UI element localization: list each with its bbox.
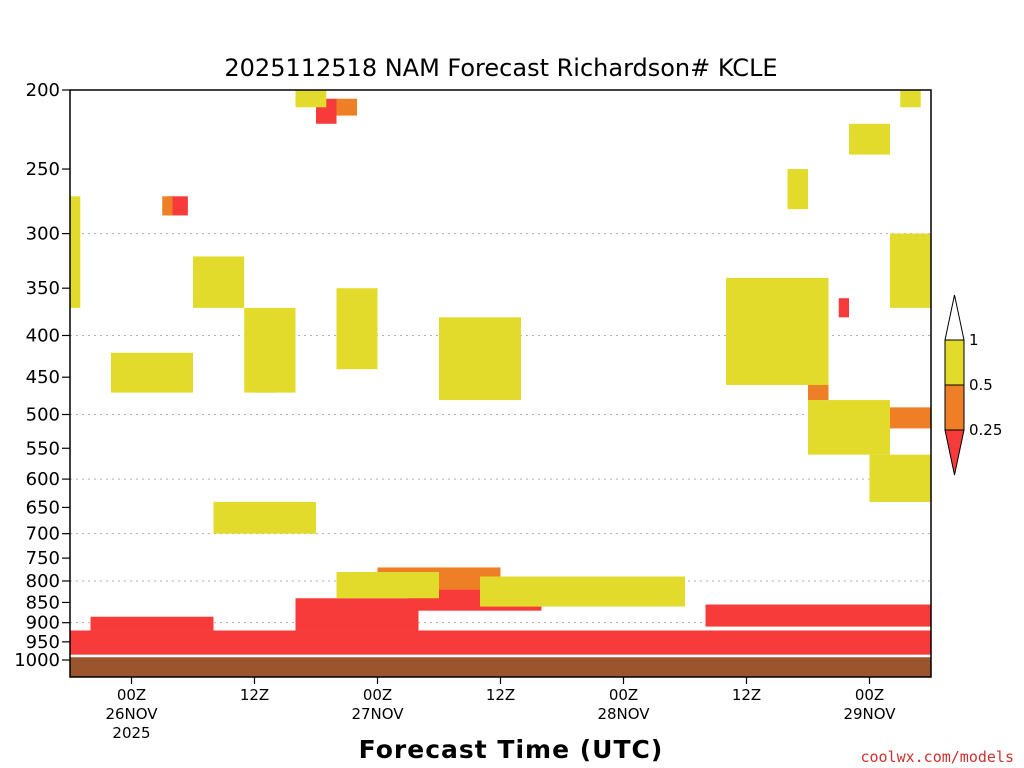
y-tick-label: 900 (26, 613, 60, 634)
x-tick-label: 29NOV (843, 705, 896, 723)
heat-cell (808, 400, 890, 455)
heat-cell (70, 630, 931, 655)
y-tick-label: 450 (26, 367, 60, 388)
heat-cell (480, 576, 685, 607)
heat-cell (726, 277, 829, 385)
chart-title: 2025112518 NAM Forecast Richardson# KCLE (224, 54, 777, 82)
y-tick-label: 1000 (14, 650, 60, 671)
heat-cell (213, 501, 316, 534)
heat-cell (808, 381, 829, 401)
y-tick-label: 300 (26, 224, 60, 245)
x-tick-label: 27NOV (351, 705, 404, 723)
heat-cell (838, 298, 849, 318)
colorbar-tick-label: 1 (969, 331, 979, 349)
heat-cell (244, 307, 296, 393)
colorbar-tick-label: 0.25 (969, 421, 1002, 439)
heat-cell (890, 407, 931, 429)
x-tick-label: 2025 (112, 724, 150, 742)
colorbar-bottom-triangle (944, 429, 965, 476)
y-tick-label: 950 (26, 632, 60, 653)
x-tick-label: 00Z (609, 686, 638, 704)
heat-cell (295, 598, 419, 631)
heat-cell (439, 317, 521, 401)
y-tick-label: 750 (26, 548, 60, 569)
y-tick-label: 500 (26, 405, 60, 426)
x-tick-label: 00Z (117, 686, 146, 704)
y-tick-label: 250 (26, 159, 60, 180)
heat-cell (869, 454, 931, 502)
x-tick-label: 00Z (363, 686, 392, 704)
heat-cell (193, 256, 245, 308)
x-tick-label: 12Z (732, 686, 761, 704)
y-tick-label: 800 (26, 571, 60, 592)
y-tick-label: 650 (26, 497, 60, 518)
y-tick-label: 550 (26, 438, 60, 459)
heat-cell (336, 98, 357, 116)
heat-cell (336, 288, 378, 370)
x-tick-label: 12Z (240, 686, 269, 704)
heat-cell (295, 90, 327, 108)
heat-cell (900, 90, 921, 108)
heat-cell (890, 233, 931, 308)
y-tick-label: 600 (26, 469, 60, 490)
x-tick-label: 28NOV (597, 705, 650, 723)
y-tick-label: 400 (26, 325, 60, 346)
x-tick-label: 12Z (486, 686, 515, 704)
colorbar-legend: 1 0.5 0.25 (944, 294, 1002, 476)
x-tick-label: 00Z (855, 686, 884, 704)
y-tick-label: 350 (26, 278, 60, 299)
heatmap-cells (70, 90, 931, 655)
colorbar-tick-label: 0.5 (969, 376, 993, 394)
heat-cell (111, 352, 193, 393)
credit-text: coolwx.com/models (860, 748, 1014, 766)
heat-cell (336, 572, 439, 599)
y-axis: 200 250 300 350 400 450 500 550 600 650 700 7508008… (14, 80, 70, 671)
colorbar-top-triangle (944, 294, 965, 341)
y-tick-label: 700 (26, 524, 60, 545)
y-tick-label: 200 (26, 80, 60, 101)
surface-layer (70, 656, 931, 677)
heat-cell (787, 169, 808, 210)
heat-cell (705, 604, 931, 627)
heat-cell (90, 616, 214, 631)
heat-cell (70, 196, 81, 308)
heat-cell (162, 196, 173, 216)
x-tick-label: 26NOV (105, 705, 158, 723)
y-tick-label: 850 (26, 592, 60, 613)
heat-cell (849, 123, 890, 155)
x-axis-label: Forecast Time (UTC) (359, 735, 664, 764)
colorbar-bin-yellow (944, 339, 965, 386)
colorbar-bin-orange (944, 384, 965, 431)
